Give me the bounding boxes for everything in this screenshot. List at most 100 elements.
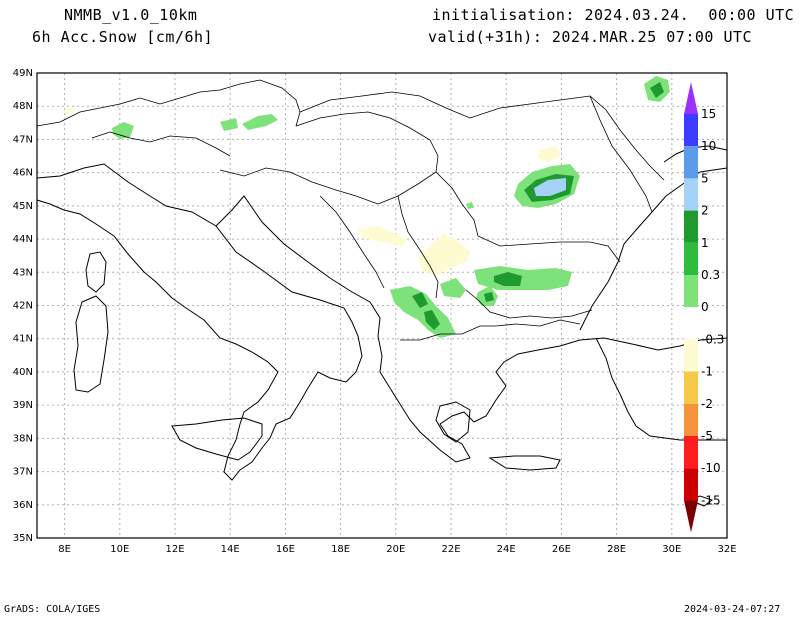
lat-tick-label: 35N [13,533,33,544]
snow-area-macedonia [440,278,466,298]
colorbar-swatch [684,403,698,436]
lat-tick-label: 43N [13,267,33,278]
colorbar-label: 2 [701,204,709,218]
lon-tick-label: 22E [441,544,460,555]
snow-area-light-alps [64,107,74,114]
lat-tick-label: 46N [13,168,33,179]
lat-tick-label: 48N [13,101,33,112]
lon-tick-label: 26E [552,544,571,555]
colorbar-swatch [684,210,698,243]
lon-tick-label: 16E [276,544,295,555]
lon-tick-label: 20E [386,544,405,555]
lon-tick-label: 8E [58,544,71,555]
lat-tick-label: 44N [13,234,33,245]
colorbar-swatch [684,178,698,211]
snow-area-carpathian-light [538,146,562,162]
snow-area-albania-1 [412,292,428,308]
colorbar-label: -1 [701,365,713,379]
country-borders [36,79,665,341]
snow-area-ukraine-1 [650,82,664,98]
snow-area-dinaric-light [358,226,408,246]
colorbar-bottom-arrow [684,500,698,533]
border-austria-italy [91,131,231,157]
coastline-turkey-aegean [595,337,727,441]
colorbar-top-arrow [684,82,698,114]
lon-tick-label: 24E [497,544,516,555]
colorbar-label: -5 [701,429,713,443]
axis-labels: 49N 48N 47N 46N 45N 44N 43N 42N 41N 40N 39N 38N 37N 3… [13,68,737,555]
lat-tick-label: 40N [13,367,33,378]
lat-tick-label: 38N [13,433,33,444]
field-title: 6h Acc.Snow [cm/6h] [32,28,214,46]
snow-shading [64,76,670,338]
colorbar-swatch [684,307,698,340]
border-poland-ukraine [299,91,665,181]
colorbar-label: 0.3 [701,268,720,282]
lon-tick-label: 32E [717,544,736,555]
colorbar-swatch [684,242,698,275]
border-serbia [397,195,439,299]
footer-credit: GrADS: COLA/IGES [4,604,101,615]
colorbar-label: 5 [701,171,709,185]
colorbar-label: -15 [701,493,721,507]
coastline-adriatic-italy [36,163,363,481]
footer-timestamp: 2024-03-24-07:27 [684,604,781,615]
lat-tick-label: 36N [13,500,33,511]
border-romania [435,171,621,263]
colorbar-label: 1 [701,236,709,250]
snow-area-rila-1 [484,292,494,302]
coastline-crete [488,455,561,471]
border-moldova [589,95,653,213]
lon-tick-label: 30E [662,544,681,555]
snow-area-light-sm [466,202,474,209]
valid-time: valid(+31h): 2024.MAR.25 07:00 UTC [428,28,753,46]
snow-area-alps-east [220,118,238,131]
colorbar-label: -10 [701,461,721,475]
colorbar-label: 10 [701,139,716,153]
snow-area-albania-2 [424,310,440,330]
border-croatia [219,167,357,197]
colorbar-label: -0.3 [701,332,724,346]
colorbar-swatch [684,436,698,469]
colorbar: 15 10 5 2 1 0.3 0 -0.3 -1 -2 -5 -10 -15 [684,82,724,533]
lat-tick-label: 49N [13,68,33,79]
colorbar-label: -2 [701,397,713,411]
snow-area-alps-east2 [242,114,278,130]
coastline-sicily [171,417,263,461]
snow-area-carpathian-2 [534,178,566,196]
snow-area-alps-west [112,122,134,139]
lat-tick-label: 39N [13,400,33,411]
coastline-balkans [215,195,728,463]
colorbar-label: 15 [701,107,716,121]
colorbar-swatch [684,468,698,501]
colorbar-swatch [684,339,698,372]
colorbar-swatch [684,275,698,308]
border-bosnia [319,195,385,289]
grid-lines [37,73,727,538]
border-bulgaria-south [465,289,593,319]
lat-tick-label: 41N [13,334,33,345]
lon-tick-label: 18E [331,544,350,555]
coastline-peloponnese [435,401,471,443]
snow-area-albania [390,286,456,338]
lat-tick-label: 37N [13,467,33,478]
coastline-corsica [85,251,107,293]
coastline-sardinia [73,295,109,393]
border-north-alps [36,79,301,127]
snow-area-bulgaria-1 [494,272,522,286]
lon-tick-label: 10E [110,544,129,555]
lon-tick-label: 12E [165,544,184,555]
colorbar-label: 0 [701,300,709,314]
colorbar-swatch [684,146,698,179]
colorbar-swatch [684,371,698,404]
snow-area-bulgaria [474,266,572,290]
init-time: initialisation: 2024.03.24. 00:00 UTC [432,6,795,24]
lat-tick-label: 42N [13,301,33,312]
border-greece-north [400,319,581,341]
snow-area-serbia-light [418,234,470,276]
lat-tick-label: 47N [13,134,33,145]
model-title: NMMB_v1.0_10km [64,6,198,24]
lon-tick-label: 28E [607,544,626,555]
lon-tick-label: 14E [221,544,240,555]
